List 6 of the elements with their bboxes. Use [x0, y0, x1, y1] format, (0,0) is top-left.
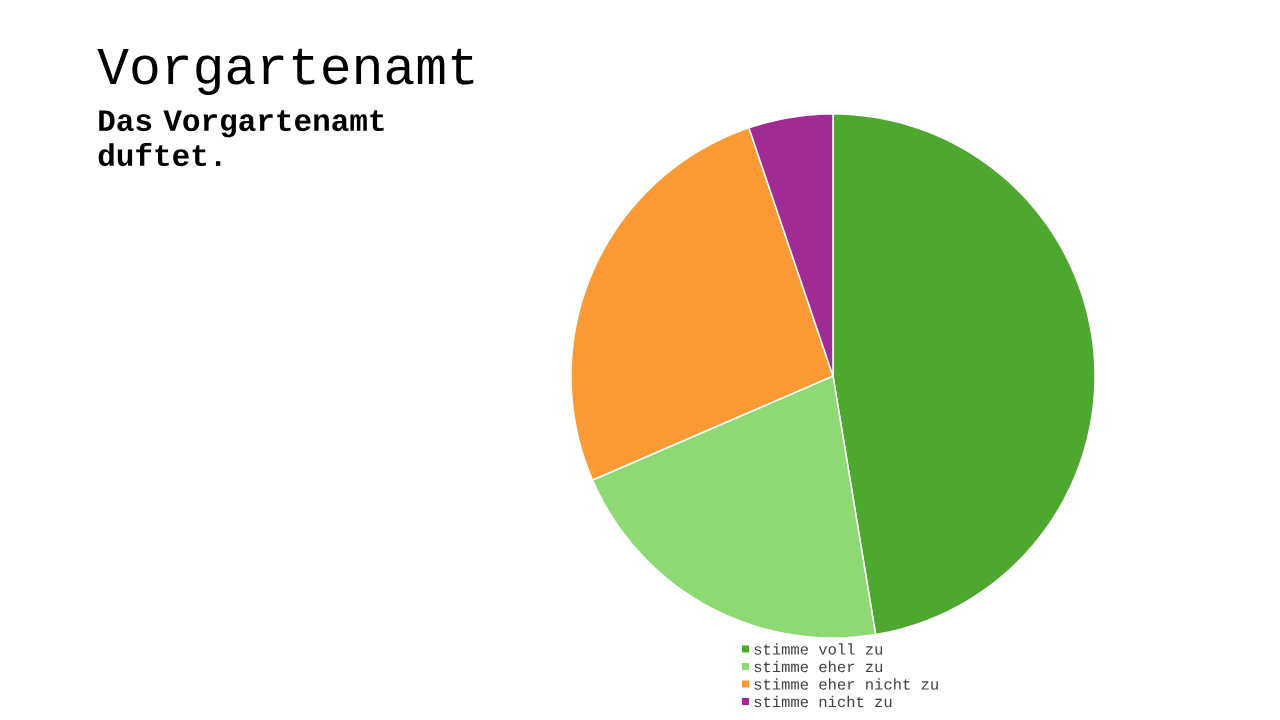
legend-label: stimme eher zu: [754, 660, 883, 673]
legend-label: stimme nicht zu: [754, 695, 892, 708]
chart-title: Vorgartenamt: [97, 48, 474, 95]
text: Das Vorgartenamt duftet.: [98, 110, 384, 167]
legend-label: stimme voll zu: [754, 643, 883, 655]
legend-label: stimme eher nicht zu: [754, 678, 938, 690]
